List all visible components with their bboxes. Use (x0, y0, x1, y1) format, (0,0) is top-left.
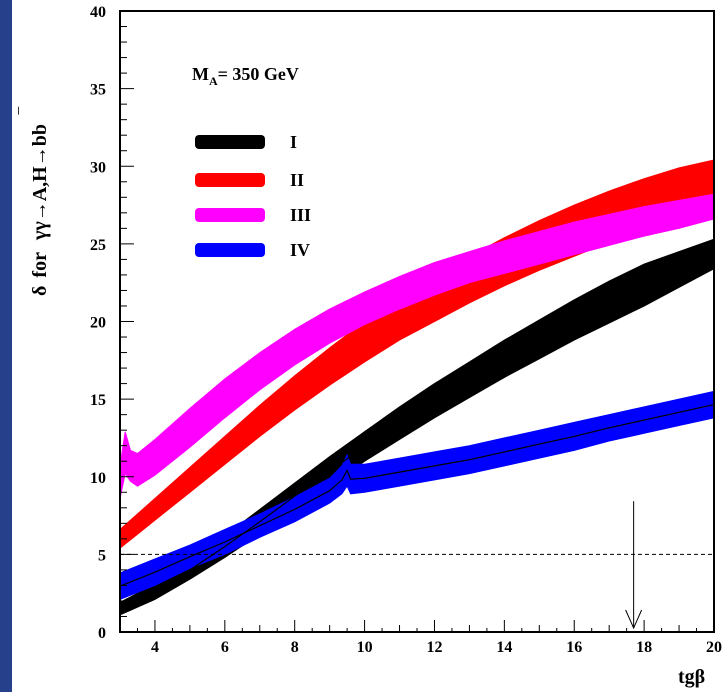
annotation-rest: = 350 GeV (218, 64, 299, 84)
arrow-head (625, 609, 643, 630)
legend-swatch-II (195, 173, 265, 187)
y-tick-label: 40 (90, 4, 106, 21)
x-tick-label: 20 (706, 639, 722, 656)
center-line-I (119, 253, 715, 610)
arrow-marker (625, 501, 643, 630)
mass-annotation: MA= 350 GeV (192, 64, 299, 88)
legend-label-I: I (290, 132, 297, 152)
annotation-m: M (192, 64, 209, 84)
y-tick-label: 35 (90, 82, 106, 99)
x-tick-label: 14 (496, 639, 512, 656)
center-line-IV (119, 404, 715, 587)
y-tick-label: 30 (90, 159, 106, 176)
x-tick-label: 4 (151, 639, 159, 656)
x-tick-label: 8 (291, 639, 299, 656)
legend-swatch-IV (195, 243, 265, 257)
legend-swatch-III (195, 208, 265, 222)
annotation-sub: A (209, 74, 218, 88)
ylabel-process: γγ→A,H→bb (29, 124, 51, 241)
y-tick-label: 25 (90, 237, 106, 254)
legend-label-II: II (290, 170, 304, 190)
x-tick-label: 12 (426, 639, 442, 656)
side-color-bar (0, 0, 12, 692)
y-tick-label: 0 (98, 625, 106, 642)
x-tick-label: 16 (566, 639, 582, 656)
legend-label-III: III (290, 205, 311, 225)
x-axis-title: tgβ (678, 666, 705, 688)
ylabel-delta: δ (29, 286, 51, 296)
y-tick-label: 10 (90, 470, 106, 487)
ylabel-for: for (29, 252, 51, 278)
series-center-curves (119, 253, 715, 610)
y-axis-title: δ for γγ→A,H→bb ‾ (17, 106, 51, 296)
ylabel-bbar: ‾ (17, 106, 39, 115)
svg-text:δforγγ→A,H→bb: δ for γγ→A,H→bb (29, 124, 51, 296)
legend-swatch-I (195, 135, 265, 149)
x-tick-label: 10 (357, 639, 373, 656)
legend-label-IV: IV (290, 240, 310, 260)
y-tick-label: 20 (90, 315, 106, 332)
series-bands (119, 159, 715, 616)
axis-ticks: 4 6 8 10 12 14 16 18 20 0 5 10 15 20 25 30 35 40 (90, 4, 722, 656)
y-tick-label: 5 (98, 547, 106, 564)
y-tick-label: 15 (90, 392, 106, 409)
x-tick-label: 18 (636, 639, 652, 656)
x-tick-label: 6 (221, 639, 229, 656)
